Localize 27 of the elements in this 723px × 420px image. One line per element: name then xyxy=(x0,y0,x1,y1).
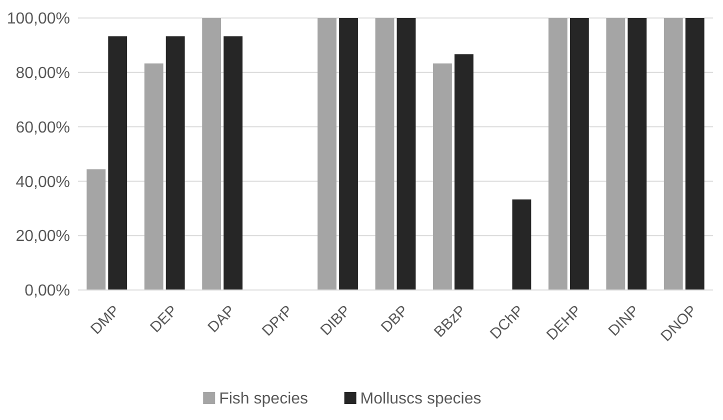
bar xyxy=(454,54,474,290)
y-tick-label: 20,00% xyxy=(16,228,70,246)
y-tick-label: 0,00% xyxy=(24,282,70,300)
y-tick-label: 60,00% xyxy=(16,119,70,136)
bar xyxy=(108,36,128,290)
bar xyxy=(86,169,106,290)
bar xyxy=(224,36,243,290)
bar xyxy=(664,18,683,290)
bar xyxy=(685,18,704,290)
legend-label: Molluscs species xyxy=(360,390,482,408)
bar xyxy=(339,18,358,290)
bar xyxy=(512,199,532,290)
legend-label: Fish species xyxy=(219,390,308,408)
bar xyxy=(202,18,222,290)
bar xyxy=(570,18,589,290)
y-tick-label: 80,00% xyxy=(16,65,70,82)
bar xyxy=(144,63,164,290)
bar xyxy=(318,18,336,290)
bar xyxy=(548,18,568,290)
bar xyxy=(628,18,647,290)
y-tick-label: 40,00% xyxy=(16,174,70,191)
bar xyxy=(375,18,394,290)
bar xyxy=(606,18,626,290)
bar xyxy=(433,63,452,290)
y-tick-label: 100,00% xyxy=(6,10,70,28)
bar xyxy=(166,36,185,290)
bar xyxy=(396,18,416,290)
